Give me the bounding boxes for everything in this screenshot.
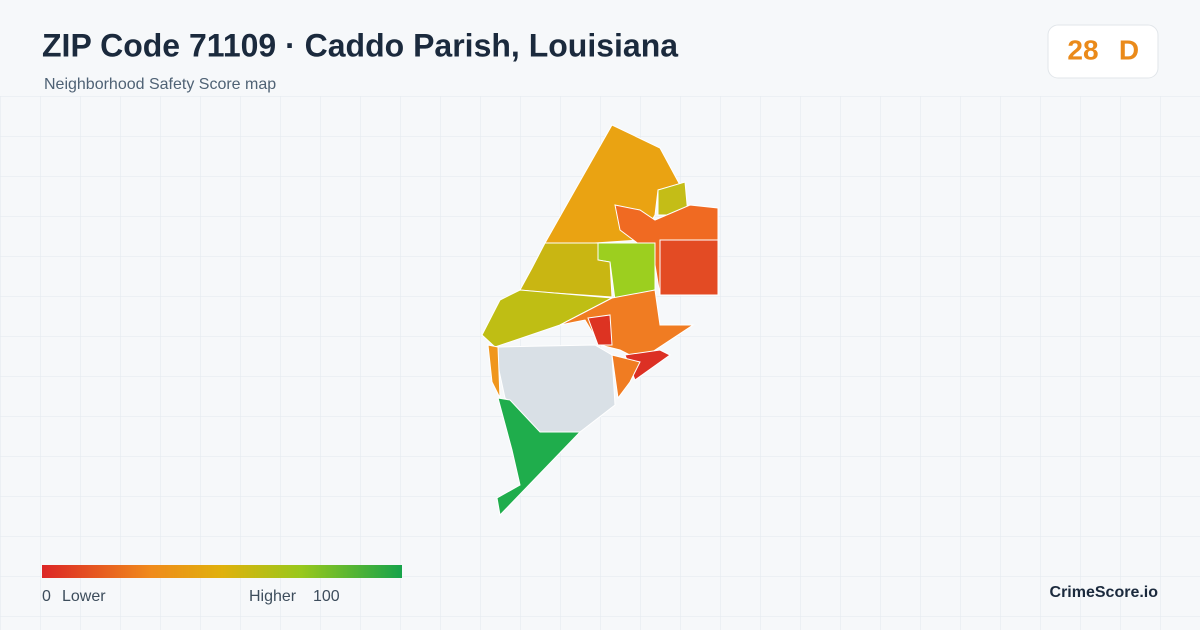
zip-map bbox=[481, 124, 719, 517]
legend-max-label: Higher bbox=[249, 588, 297, 605]
brand: CrimeScore.io bbox=[1050, 584, 1159, 601]
map-area bbox=[611, 354, 641, 400]
subtitle: Neighborhood Safety Score map bbox=[44, 76, 276, 93]
score-grade: D bbox=[1119, 34, 1139, 65]
legend-min-label: Lower bbox=[62, 588, 106, 605]
legend-min: 0 bbox=[42, 588, 51, 605]
map-area bbox=[519, 242, 613, 298]
map-area bbox=[659, 239, 719, 296]
score-badge bbox=[1047, 24, 1159, 79]
score-value: 28 bbox=[1067, 34, 1098, 65]
legend-scale bbox=[42, 565, 402, 578]
map-area bbox=[587, 314, 613, 346]
legend-max: 100 bbox=[313, 588, 340, 605]
map-area bbox=[496, 397, 582, 517]
title: ZIP Code 71109 · Caddo Parish, Louisiana bbox=[42, 27, 678, 63]
